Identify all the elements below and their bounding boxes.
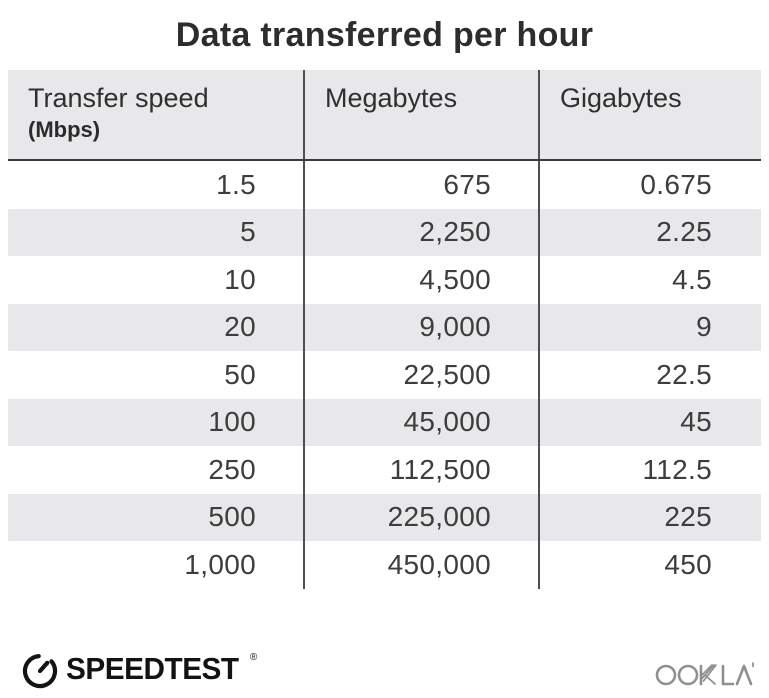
table-cell: 9	[538, 303, 759, 351]
table-cell: 675	[303, 161, 538, 209]
table-cell: 1.5	[216, 168, 256, 200]
table-cell: 112,500	[303, 446, 538, 494]
table-cell: 225,000	[303, 493, 538, 541]
table-row: 10 4,500 4.5	[8, 256, 761, 304]
table-row: 100 45,000 45	[8, 398, 761, 446]
table-cell: 9,000	[303, 303, 538, 351]
column-header-label: Gigabytes	[560, 83, 682, 113]
ookla-wordmark-icon	[655, 662, 754, 686]
speedtest-wordmark: SPEEDTEST	[66, 651, 239, 686]
table-row: 250 112,500 112.5	[8, 446, 761, 494]
column-header-megabytes: Megabytes	[303, 70, 538, 159]
data-table: Transfer speed (Mbps) Megabytes Gigabyte…	[8, 70, 761, 589]
table-cell: 50	[224, 358, 256, 390]
table-cell: 112.5	[538, 446, 759, 494]
table-cell: 450	[538, 541, 759, 589]
table-row: 50 22,500 22.5	[8, 351, 761, 399]
speedtest-gauge-icon	[22, 654, 58, 689]
table-cell: 4.5	[538, 256, 759, 304]
table-row: 1,000 450,000 450	[8, 541, 761, 589]
table-cell: 450,000	[303, 541, 538, 589]
footer: SPEEDTEST ®	[20, 646, 755, 692]
column-header-label: Megabytes	[325, 83, 458, 113]
table-cell: 2,250	[303, 208, 538, 256]
table-cell: 250	[208, 453, 256, 485]
column-header-sublabel: (Mbps)	[28, 117, 101, 143]
table-cell: 100	[208, 406, 256, 438]
column-header-transfer-speed: Transfer speed (Mbps)	[8, 70, 303, 159]
registered-trademark-icon: ®	[249, 651, 258, 663]
table-row: 1.5 675 0.675	[8, 161, 761, 209]
page-title: Data transferred per hour	[175, 16, 594, 54]
table-cell: 225	[538, 493, 759, 541]
table-cell: 20	[224, 311, 256, 343]
table-cell: 5	[240, 216, 256, 248]
table-cell: 45,000	[303, 398, 538, 446]
table-body: 1.5 675 0.675 5 2,250 2.25 10 4,500 4.5 20 9,000 9 5…	[8, 161, 761, 589]
table-cell: 1,000	[184, 548, 256, 580]
table-row: 500 225,000 225	[8, 493, 761, 541]
table-header-row: Transfer speed (Mbps) Megabytes Gigabyte…	[8, 70, 761, 161]
table-cell: 0.675	[538, 161, 759, 209]
speedtest-logo: SPEEDTEST ®	[20, 649, 259, 689]
table-cell: 22,500	[303, 351, 538, 399]
table-cell: 22.5	[538, 351, 759, 399]
column-header-gigabytes: Gigabytes	[538, 70, 759, 159]
table-cell: 2.25	[538, 208, 759, 256]
table-row: 20 9,000 9	[8, 303, 761, 351]
table-cell: 4,500	[303, 256, 538, 304]
table-cell: 500	[208, 501, 256, 533]
column-header-label: Transfer speed	[28, 83, 209, 113]
table-row: 5 2,250 2.25	[8, 208, 761, 256]
table-cell: 10	[224, 263, 256, 295]
table-cell: 45	[538, 398, 759, 446]
